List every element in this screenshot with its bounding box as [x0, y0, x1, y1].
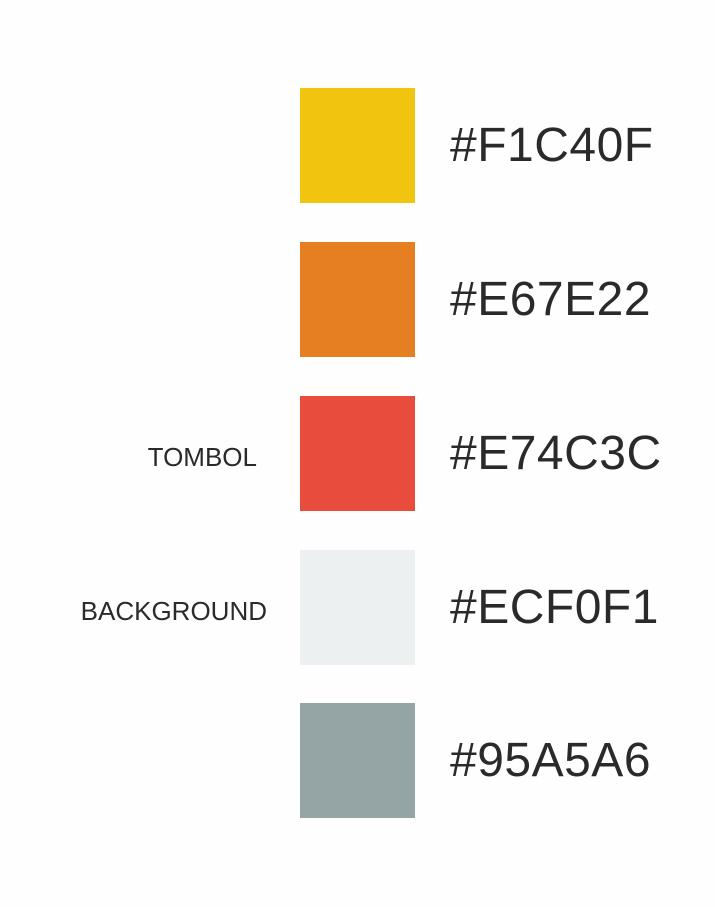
hex-code-label: #F1C40F	[450, 119, 654, 172]
hex-code-label: #ECF0F1	[450, 581, 659, 634]
color-swatch	[300, 88, 415, 203]
color-swatch	[300, 396, 415, 511]
role-label: BACKGROUND	[80, 596, 267, 626]
color-swatch	[300, 703, 415, 818]
palette-row: #95A5A6	[0, 703, 715, 818]
palette-row: #F1C40F	[0, 88, 715, 203]
palette-row: BACKGROUND #ECF0F1	[0, 550, 715, 665]
hex-code-label: #E74C3C	[450, 427, 662, 480]
role-label: TOMBOL	[147, 442, 257, 472]
color-swatch	[300, 550, 415, 665]
color-swatch	[300, 242, 415, 357]
hex-code-label: #95A5A6	[450, 734, 652, 787]
palette-row: #E67E22	[0, 242, 715, 357]
hex-code-label: #E67E22	[450, 273, 652, 326]
palette-row: TOMBOL #E74C3C	[0, 396, 715, 511]
